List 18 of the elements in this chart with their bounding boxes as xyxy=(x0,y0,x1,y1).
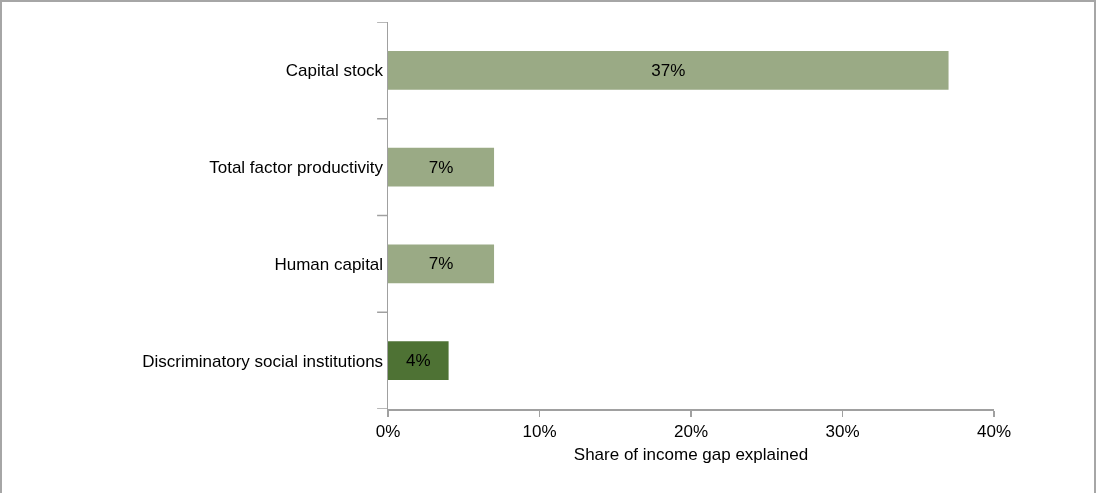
y-tick-label: Discriminatory social institutions xyxy=(142,351,384,371)
data-label: 4% xyxy=(406,351,431,371)
bar xyxy=(388,147,495,187)
bar xyxy=(388,244,495,284)
x-tick-label: 40% xyxy=(976,421,1012,441)
y-tick-label: Capital stock xyxy=(285,61,384,81)
data-label: 7% xyxy=(428,157,454,177)
bar xyxy=(388,341,449,380)
bar xyxy=(388,51,949,90)
y-tick-label: Total factor productivity xyxy=(209,158,384,178)
x-tick-label: 30% xyxy=(825,421,860,441)
data-label: 7% xyxy=(428,254,454,274)
x-tick-label: 20% xyxy=(673,421,709,441)
x-axis-title: Share of income gap explained xyxy=(573,445,809,465)
data-label: 37% xyxy=(651,60,686,80)
x-tick-label: 10% xyxy=(522,421,557,441)
x-tick-label: 0% xyxy=(375,421,401,441)
y-tick-label: Human capital xyxy=(274,254,384,274)
